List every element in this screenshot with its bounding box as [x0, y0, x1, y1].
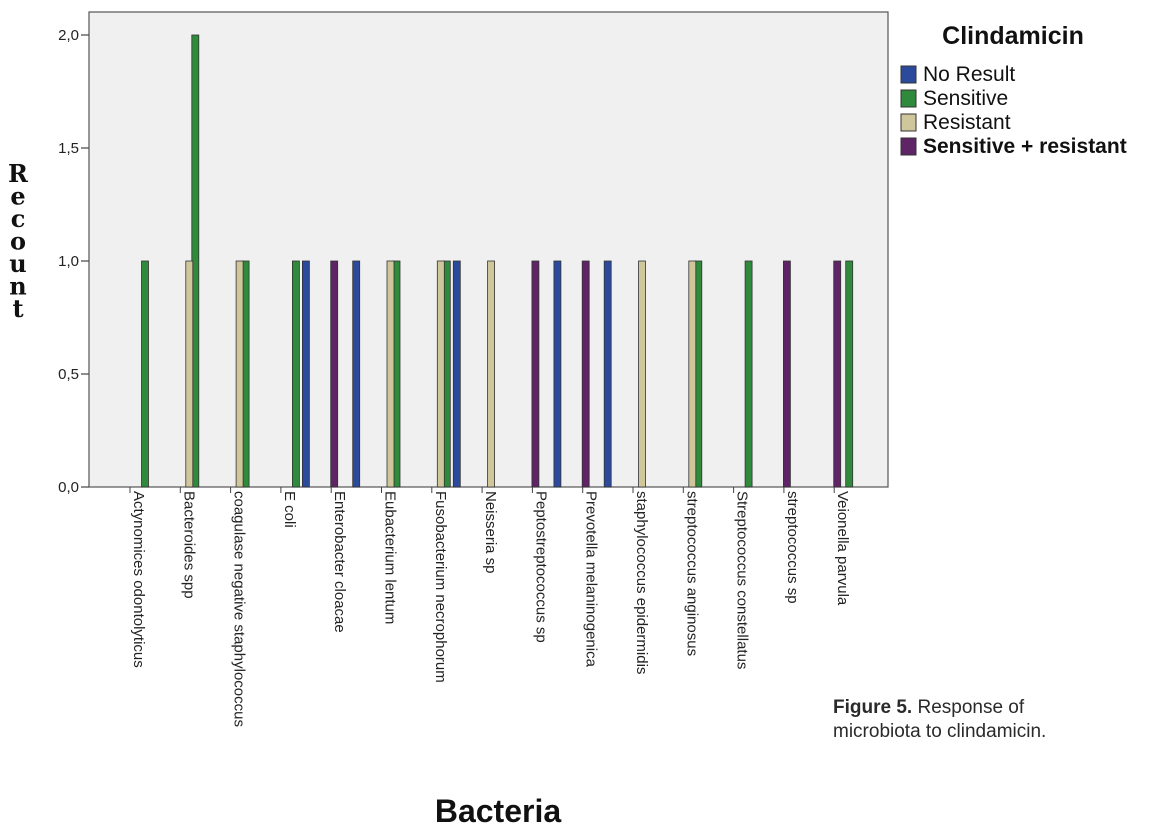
x-category-label: Actynomices odontolyticus: [130, 491, 147, 668]
x-category-label: coagulase negative staphylococcus: [231, 491, 248, 727]
y-tick-label: 0,0: [58, 479, 79, 496]
bar-no-result: [301, 260, 310, 488]
legend-swatch: [900, 113, 917, 132]
legend-swatch: [900, 89, 917, 108]
bar-sensitive: [845, 260, 854, 488]
x-category-label: Peptostreptococcus sp: [532, 491, 549, 643]
legend: Clindamicin No ResultSensitiveResistantS…: [900, 22, 1127, 158]
x-category-label: streptococcus sp: [784, 491, 801, 604]
y-tick-label: 0,5: [58, 366, 79, 383]
y-axis-title-letter: n: [9, 272, 26, 301]
bar-resistant: [235, 260, 244, 488]
x-category-label: Prevotella melaninogenica: [583, 491, 600, 668]
figure-caption-label: Figure 5.: [833, 697, 913, 718]
x-category-label: Streptococcus constellatus: [734, 491, 751, 669]
y-axis-title-letter: R: [8, 159, 29, 188]
y-tick-label: 1,5: [58, 140, 79, 157]
bar-sensitive-resistant: [330, 260, 339, 488]
x-category-label: Bacteroides spp: [180, 491, 197, 599]
x-category-label: Eubacterium lentum: [382, 491, 399, 624]
x-category-label: E coli: [281, 491, 298, 528]
legend-title: Clindamicin: [942, 22, 1084, 50]
x-category-label: staphylococcus epidermidis: [633, 491, 650, 674]
x-category-label: Enterobacter cloacae: [331, 491, 348, 633]
bar-resistant: [436, 260, 445, 488]
bar-sensitive: [141, 260, 149, 488]
y-tick-label: 2,0: [58, 27, 79, 44]
y-axis-title-letter: t: [12, 294, 23, 323]
legend-label: Resistant: [923, 111, 1011, 134]
figure-caption: Figure 5. Response of microbiota to clin…: [833, 696, 1103, 744]
legend-swatch: [900, 137, 917, 156]
bar-resistant: [487, 260, 496, 488]
bar-sensitive-resistant: [783, 260, 791, 488]
y-axis-title-letter: o: [10, 227, 26, 256]
bar-sensitive: [291, 260, 300, 488]
bar-resistant: [386, 260, 395, 488]
x-axis-title: Bacteria: [435, 793, 562, 829]
y-tick-label: 1,0: [58, 253, 79, 270]
legend-label: No Result: [923, 63, 1015, 86]
bar-sensitive-resistant: [531, 260, 540, 488]
legend-label: Sensitive + resistant: [923, 135, 1127, 158]
x-category-label: Veionella parvula: [834, 491, 851, 606]
bar-sensitive-resistant: [833, 260, 842, 488]
x-axis: Actynomices odontolyticus Bacteroides spp…: [129, 487, 851, 727]
bar-no-result: [603, 260, 612, 488]
bar-sensitive: [744, 260, 753, 488]
bar-resistant: [688, 260, 697, 488]
bar-sensitive-resistant: [581, 260, 590, 488]
bars: [141, 34, 854, 488]
bar-no-result: [352, 260, 361, 488]
x-category-label: streptococcus anginosus: [683, 491, 700, 656]
x-category-label: Fusobacterium necrophorum: [432, 491, 449, 683]
bar-no-result: [452, 260, 461, 488]
y-axis: 0,0 0,5 1,0 1,5 2,0: [58, 27, 89, 496]
x-category-label: Neisseria sp: [482, 491, 499, 574]
y-axis-title-letter: u: [9, 249, 26, 278]
bar-no-result: [553, 260, 562, 488]
y-axis-title-letter: e: [10, 182, 25, 211]
y-axis-title-letter: c: [11, 204, 26, 233]
bar-resistant: [638, 260, 646, 488]
legend-swatch: [900, 65, 917, 84]
legend-label: Sensitive: [923, 87, 1008, 110]
bar-resistant: [185, 260, 194, 488]
figure-caption-text: Response of microbiota to clindamicin.: [833, 697, 1047, 742]
